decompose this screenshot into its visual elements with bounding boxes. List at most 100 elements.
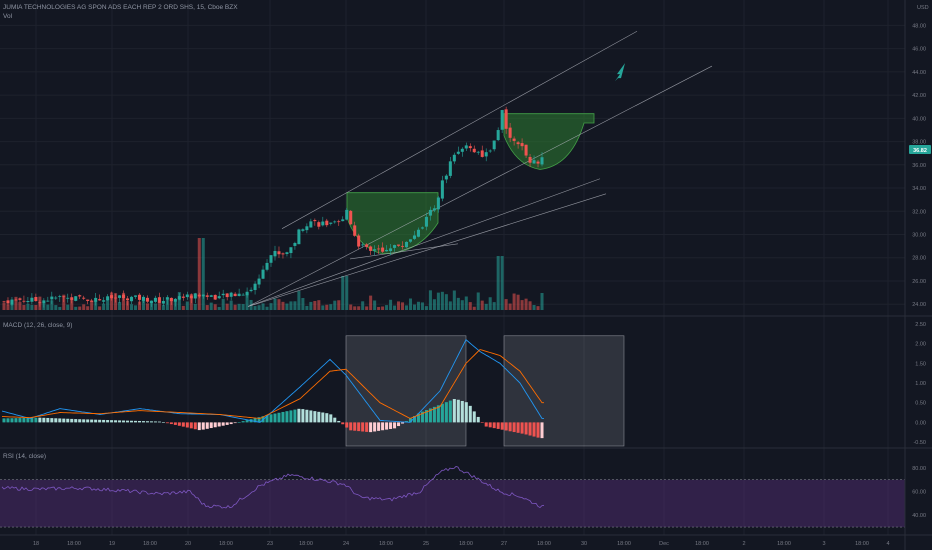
trendline[interactable] <box>247 65 713 307</box>
candle[interactable] <box>317 220 321 230</box>
trendlines[interactable] <box>247 30 713 307</box>
candle[interactable] <box>169 297 173 305</box>
candle[interactable] <box>185 291 189 300</box>
candle[interactable] <box>253 281 257 295</box>
candle[interactable] <box>448 157 452 179</box>
candle[interactable] <box>464 142 468 152</box>
candle[interactable] <box>22 295 26 304</box>
candle[interactable] <box>432 205 436 213</box>
candle[interactable] <box>161 297 165 307</box>
candle[interactable] <box>472 145 476 153</box>
candle[interactable] <box>157 292 161 303</box>
trendline[interactable] <box>281 30 638 229</box>
candle[interactable] <box>66 293 70 303</box>
candle[interactable] <box>86 299 90 305</box>
trendline[interactable] <box>247 178 601 307</box>
candle[interactable] <box>536 159 540 168</box>
candle[interactable] <box>137 293 142 305</box>
candle[interactable] <box>524 144 528 158</box>
candle[interactable] <box>261 265 265 280</box>
candle[interactable] <box>412 230 416 240</box>
candle[interactable] <box>528 153 532 167</box>
candle[interactable] <box>94 293 98 306</box>
candle[interactable] <box>341 216 345 222</box>
candle[interactable] <box>269 255 273 267</box>
candle[interactable] <box>476 150 480 155</box>
candle[interactable] <box>488 149 492 153</box>
candle[interactable] <box>365 243 369 250</box>
candle[interactable] <box>285 251 289 257</box>
candle[interactable] <box>133 295 138 299</box>
candle[interactable] <box>62 295 66 303</box>
candle[interactable] <box>249 287 253 293</box>
candle[interactable] <box>373 245 377 256</box>
candle[interactable] <box>233 292 237 297</box>
candle[interactable] <box>468 143 472 152</box>
candle[interactable] <box>297 228 301 245</box>
candle[interactable] <box>229 291 233 301</box>
candle[interactable] <box>504 106 508 134</box>
candle[interactable] <box>38 300 42 307</box>
candle[interactable] <box>456 146 460 155</box>
candle[interactable] <box>165 295 169 305</box>
candle[interactable] <box>357 233 361 250</box>
candle[interactable] <box>6 297 10 306</box>
rsi-axis[interactable]: 40.00 60.00 80.00 <box>912 466 926 519</box>
candle[interactable] <box>293 241 297 250</box>
candle[interactable] <box>201 294 205 299</box>
candle[interactable] <box>460 147 464 157</box>
candle[interactable] <box>213 294 217 301</box>
candle[interactable] <box>189 293 193 304</box>
candle[interactable] <box>500 109 504 133</box>
candle[interactable] <box>98 294 102 301</box>
candle[interactable] <box>102 297 106 305</box>
candle[interactable] <box>237 288 241 297</box>
candle[interactable] <box>404 241 409 248</box>
candle[interactable] <box>520 138 524 151</box>
candle[interactable] <box>153 295 157 304</box>
candle[interactable] <box>540 152 544 167</box>
candle[interactable] <box>393 244 397 252</box>
candle[interactable] <box>10 296 14 306</box>
candle[interactable] <box>54 295 58 300</box>
candles[interactable] <box>2 106 544 308</box>
candle[interactable] <box>225 293 229 301</box>
candle[interactable] <box>245 287 249 298</box>
candle[interactable] <box>110 291 114 301</box>
candle[interactable] <box>34 293 38 302</box>
candle[interactable] <box>492 140 496 152</box>
candle[interactable] <box>401 241 405 250</box>
candle[interactable] <box>321 216 325 227</box>
candle[interactable] <box>30 293 34 305</box>
candle[interactable] <box>337 219 341 226</box>
candle[interactable] <box>58 294 62 302</box>
macd-highlight-boxes[interactable] <box>345 335 625 447</box>
candle[interactable] <box>424 212 428 231</box>
candle[interactable] <box>305 223 309 234</box>
macd-label[interactable]: MACD (12, 26, close, 9) <box>3 322 72 329</box>
candle[interactable] <box>508 123 512 143</box>
candle[interactable] <box>205 292 209 300</box>
candle[interactable] <box>173 298 177 307</box>
candle[interactable] <box>484 148 488 162</box>
candle[interactable] <box>277 246 281 258</box>
candle[interactable] <box>46 296 50 302</box>
candle[interactable] <box>309 218 313 228</box>
candle[interactable] <box>512 136 516 146</box>
candle[interactable] <box>181 293 185 301</box>
candle[interactable] <box>26 296 30 304</box>
candle[interactable] <box>257 274 261 289</box>
candle[interactable] <box>241 293 245 296</box>
candle[interactable] <box>480 145 484 158</box>
trendline[interactable] <box>349 243 459 260</box>
macd-axis[interactable]: -0.50 0.00 0.50 1.00 1.50 2.00 2.50 <box>913 322 926 446</box>
candle[interactable] <box>333 220 337 224</box>
candle[interactable] <box>221 289 225 299</box>
candle[interactable] <box>381 242 385 254</box>
candle[interactable] <box>18 297 22 303</box>
candle[interactable] <box>516 140 520 149</box>
candle[interactable] <box>444 174 448 184</box>
candle[interactable] <box>420 226 424 230</box>
trendline[interactable] <box>247 193 607 307</box>
